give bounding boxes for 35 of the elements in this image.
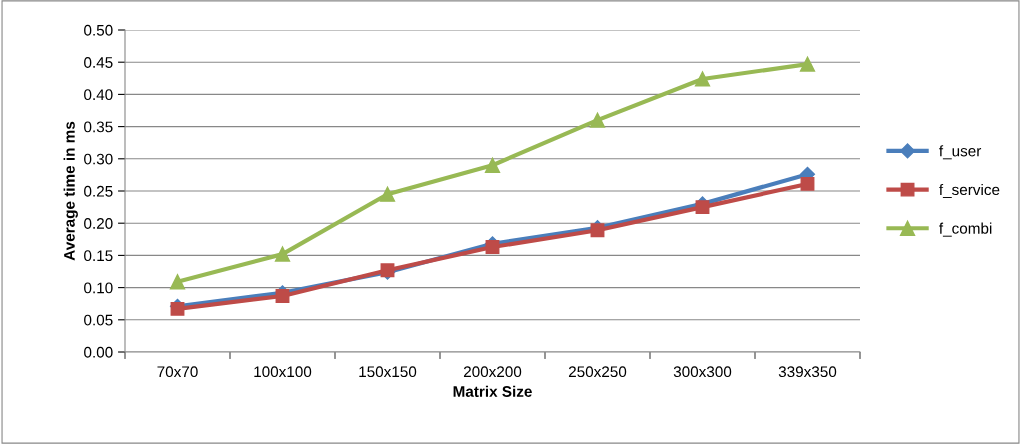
y-tick-label: 0.00 (84, 346, 113, 358)
y-tick-label: 0.25 (84, 185, 113, 197)
point (799, 56, 816, 72)
x-tick-label: 300x300 (673, 366, 732, 378)
y-tick-label: 0.35 (84, 121, 113, 133)
legend-label: f_combi (939, 222, 992, 237)
y-tick-label: 0.30 (84, 153, 113, 165)
point (695, 200, 710, 215)
legend-label: f_service (939, 183, 1000, 198)
y-tick-label: 0.20 (84, 218, 113, 229)
point (275, 289, 290, 303)
x-tick-label: 70x70 (157, 366, 198, 378)
point (590, 223, 605, 238)
y-tick-label: 0.05 (84, 314, 113, 326)
y-tick-label: 0.15 (84, 250, 113, 262)
y-tick-label: 0.40 (84, 89, 113, 101)
y-tick-label: 0.45 (84, 57, 113, 68)
x-tick-label: 200x200 (463, 366, 522, 378)
y-tick-label: 0.50 (84, 24, 113, 36)
legend-label: f_user (939, 145, 982, 160)
y-axis-title: Average time in ms (63, 121, 78, 261)
point (274, 246, 291, 262)
point (484, 157, 501, 173)
point (485, 240, 500, 254)
x-tick-label: 100x100 (254, 366, 312, 378)
x-tick-label: 150x150 (359, 366, 417, 378)
point (379, 186, 396, 202)
point (589, 112, 606, 128)
x-tick-label: 250x250 (568, 366, 627, 378)
x-tick-label: 339x350 (778, 366, 837, 378)
y-tick-label: 0.10 (84, 282, 113, 294)
point (800, 176, 815, 191)
x-axis-title: Matrix Size (453, 385, 532, 397)
point (694, 71, 711, 87)
point (169, 274, 186, 290)
